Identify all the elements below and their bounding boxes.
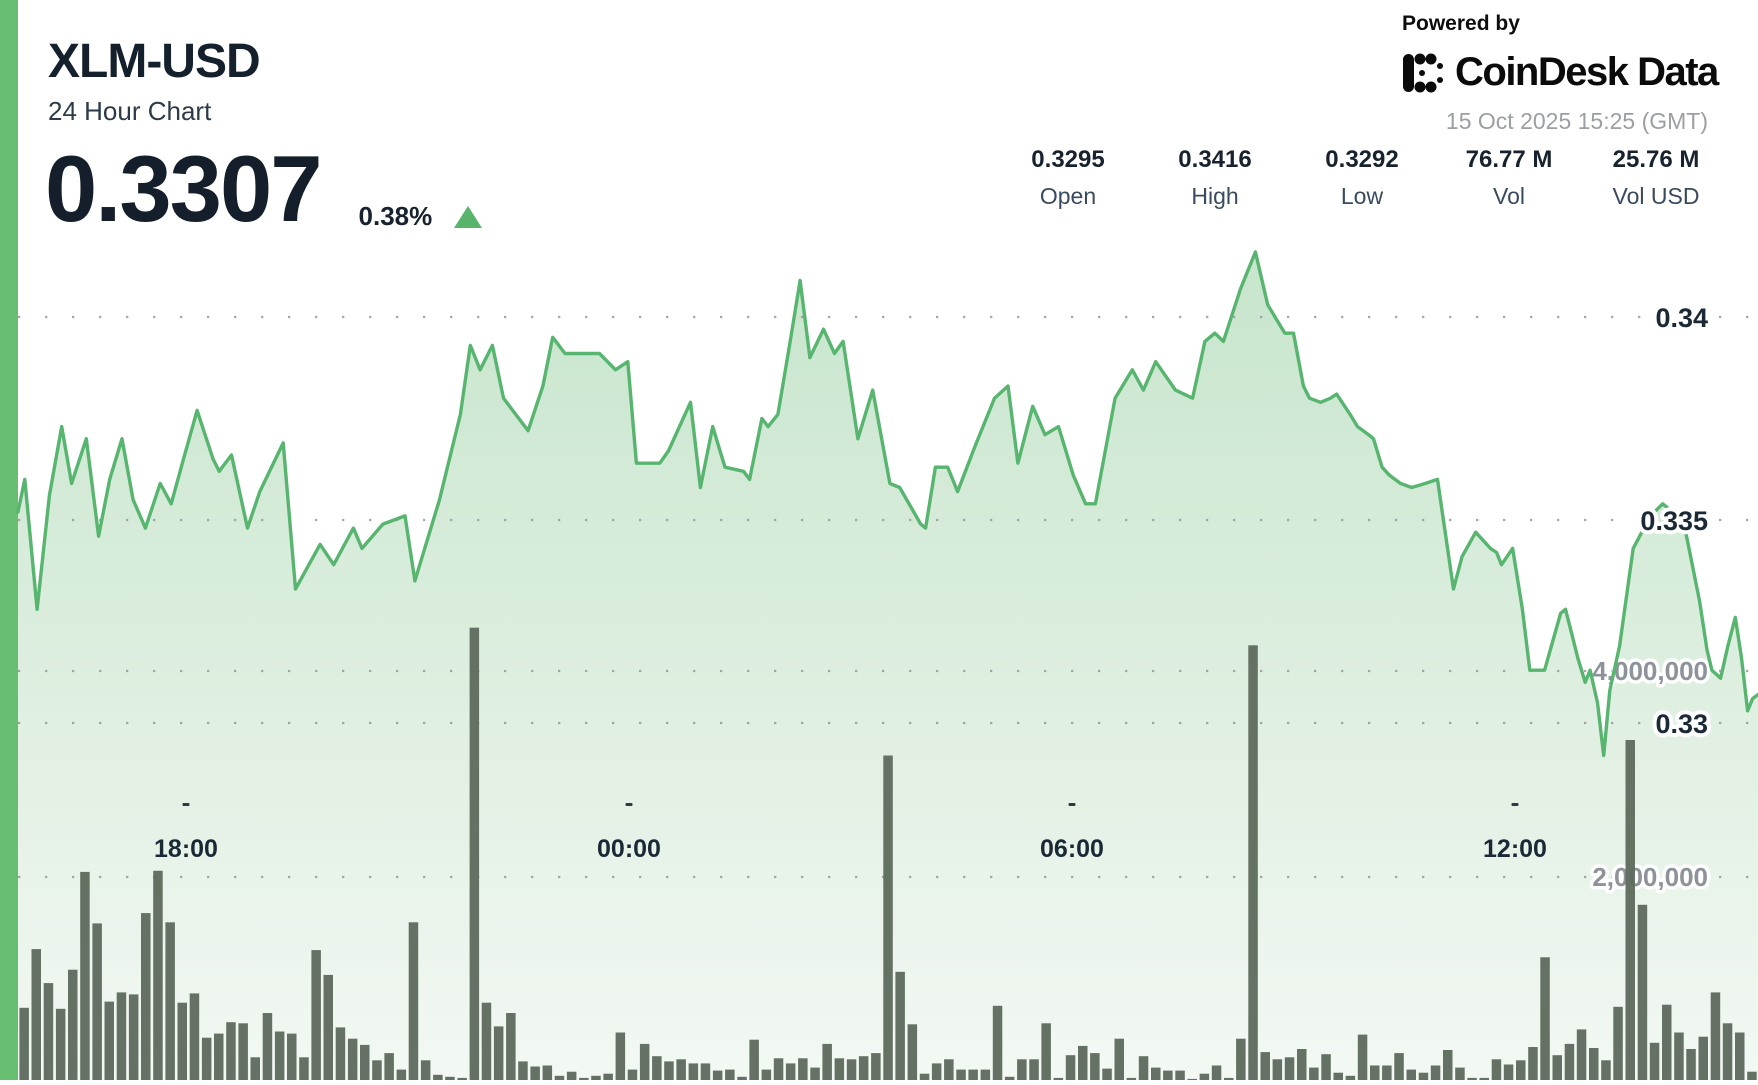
price-area-fill	[18, 252, 1758, 1080]
stat-vol: 76.77 M Vol	[1444, 146, 1574, 210]
stat-value: 76.77 M	[1465, 146, 1553, 173]
stat-open: 0.3295 Open	[1003, 146, 1133, 210]
change-up-icon	[454, 205, 483, 228]
price-line	[16, 250, 1758, 758]
stat-vol-usd: 25.76 M Vol USD	[1591, 146, 1721, 210]
chart-subtitle: 24 Hour Chart	[48, 96, 212, 126]
stat-low: 0.3292 Low	[1297, 146, 1427, 210]
svg-text:0.34: 0.34	[1655, 303, 1708, 333]
stat-value: 0.3292	[1325, 146, 1399, 173]
volume-bars	[19, 627, 1757, 1080]
current-price: 0.3307	[45, 136, 323, 241]
powered-by-label: Powered by	[1402, 12, 1520, 35]
stat-value: 25.76 M	[1612, 146, 1700, 173]
y-axis-price-labels: 0.34 0.335 0.33	[1636, 299, 1712, 743]
svg-text:2,000,000: 2,000,000	[1592, 862, 1708, 892]
price-change: 0.38%	[359, 201, 483, 232]
price-row: 0.3307 0.38%	[45, 136, 483, 241]
x-axis-ticks	[182, 803, 1519, 806]
coindesk-logo-icon	[1403, 53, 1443, 92]
svg-text:0.33: 0.33	[1655, 709, 1708, 739]
stat-label: High	[1191, 183, 1239, 209]
stat-high: 0.3416 High	[1150, 146, 1280, 210]
svg-text:4,000,000: 4,000,000	[1592, 656, 1708, 686]
svg-text:18:00: 18:00	[154, 835, 218, 863]
svg-text:00:00: 00:00	[597, 835, 661, 863]
timestamp: 15 Oct 2025 15:25 (GMT)	[1445, 108, 1708, 134]
change-percent: 0.38%	[358, 201, 433, 231]
stats-row: 0.3295 Open 0.3416 High 0.3292 Low 76.77 M Vol 2…	[1003, 146, 1721, 210]
svg-text:0.335: 0.335	[1640, 506, 1708, 536]
stat-label: Open	[1039, 183, 1097, 209]
chart-header: XLM-USD 24 Hour Chart 0.3307 0.38%	[45, 35, 483, 236]
stat-value: 0.3416	[1178, 146, 1252, 173]
coindesk-logo: CoinDesk Data	[1402, 50, 1722, 95]
stat-label: Low	[1340, 183, 1384, 209]
stat-label: Vol	[1493, 183, 1525, 209]
branding-block: Powered by CoinDesk Data 15 Oct 2025 15:…	[1402, 12, 1722, 135]
accent-bar	[0, 0, 18, 1080]
stat-value: 0.3295	[1031, 146, 1105, 173]
svg-text:06:00: 06:00	[1040, 835, 1104, 863]
stat-label: Vol USD	[1612, 183, 1700, 209]
symbol-title: XLM-USD	[48, 35, 261, 88]
x-axis-labels: 18:00 00:00 06:00 12:00	[154, 835, 1547, 863]
svg-text:12:00: 12:00	[1483, 835, 1547, 863]
coindesk-logo-text: CoinDesk Data	[1455, 50, 1719, 94]
